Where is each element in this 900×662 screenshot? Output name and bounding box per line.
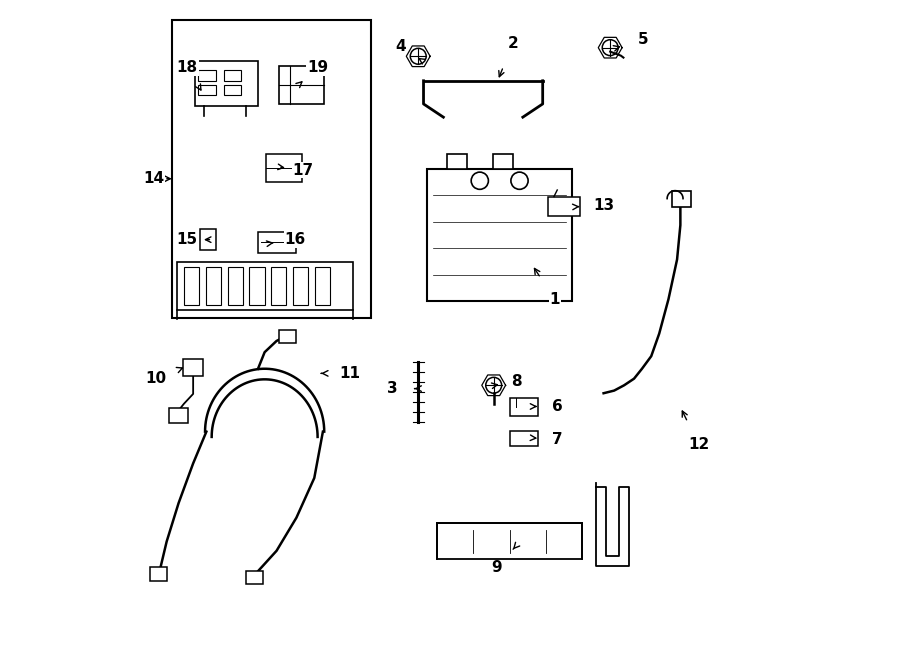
Circle shape: [472, 172, 489, 189]
Bar: [169, 408, 188, 423]
Circle shape: [410, 48, 427, 64]
Bar: [436, 523, 582, 559]
Text: 6: 6: [552, 399, 562, 414]
Bar: [184, 359, 203, 376]
Bar: [672, 191, 691, 207]
Bar: [548, 197, 580, 216]
Text: 3: 3: [387, 381, 398, 396]
Bar: [228, 267, 243, 305]
Bar: [279, 66, 324, 104]
Bar: [427, 169, 572, 301]
Bar: [198, 70, 216, 81]
Bar: [177, 262, 353, 310]
Text: 19: 19: [307, 60, 328, 75]
Circle shape: [602, 40, 618, 56]
Text: 18: 18: [176, 60, 198, 75]
Bar: [249, 267, 265, 305]
Text: 9: 9: [491, 561, 501, 575]
Bar: [510, 431, 538, 446]
Text: 14: 14: [143, 171, 165, 186]
Text: 15: 15: [176, 232, 198, 247]
Bar: [293, 267, 309, 305]
Text: 4: 4: [395, 39, 406, 54]
Text: 10: 10: [145, 371, 166, 386]
Text: 12: 12: [688, 438, 709, 452]
Text: 8: 8: [511, 374, 521, 389]
Text: 1: 1: [549, 292, 560, 307]
Bar: [446, 154, 466, 169]
Bar: [172, 20, 371, 318]
Text: 16: 16: [284, 232, 306, 247]
Bar: [223, 85, 241, 95]
Bar: [150, 567, 167, 581]
Bar: [198, 85, 216, 95]
Bar: [206, 267, 220, 305]
Bar: [279, 330, 296, 343]
Text: 5: 5: [638, 32, 649, 47]
Bar: [315, 267, 330, 305]
Bar: [195, 61, 258, 106]
Bar: [184, 267, 199, 305]
Bar: [493, 154, 513, 169]
Circle shape: [486, 377, 501, 393]
Bar: [258, 232, 296, 253]
Text: 2: 2: [508, 36, 518, 50]
Bar: [200, 229, 216, 250]
Bar: [266, 154, 302, 182]
Bar: [223, 70, 241, 81]
Circle shape: [511, 172, 528, 189]
Bar: [510, 398, 538, 416]
Text: 13: 13: [593, 198, 614, 213]
Text: 17: 17: [292, 163, 313, 177]
Bar: [271, 267, 286, 305]
Text: 7: 7: [552, 432, 562, 447]
Bar: [246, 571, 264, 584]
Text: 11: 11: [339, 366, 360, 381]
